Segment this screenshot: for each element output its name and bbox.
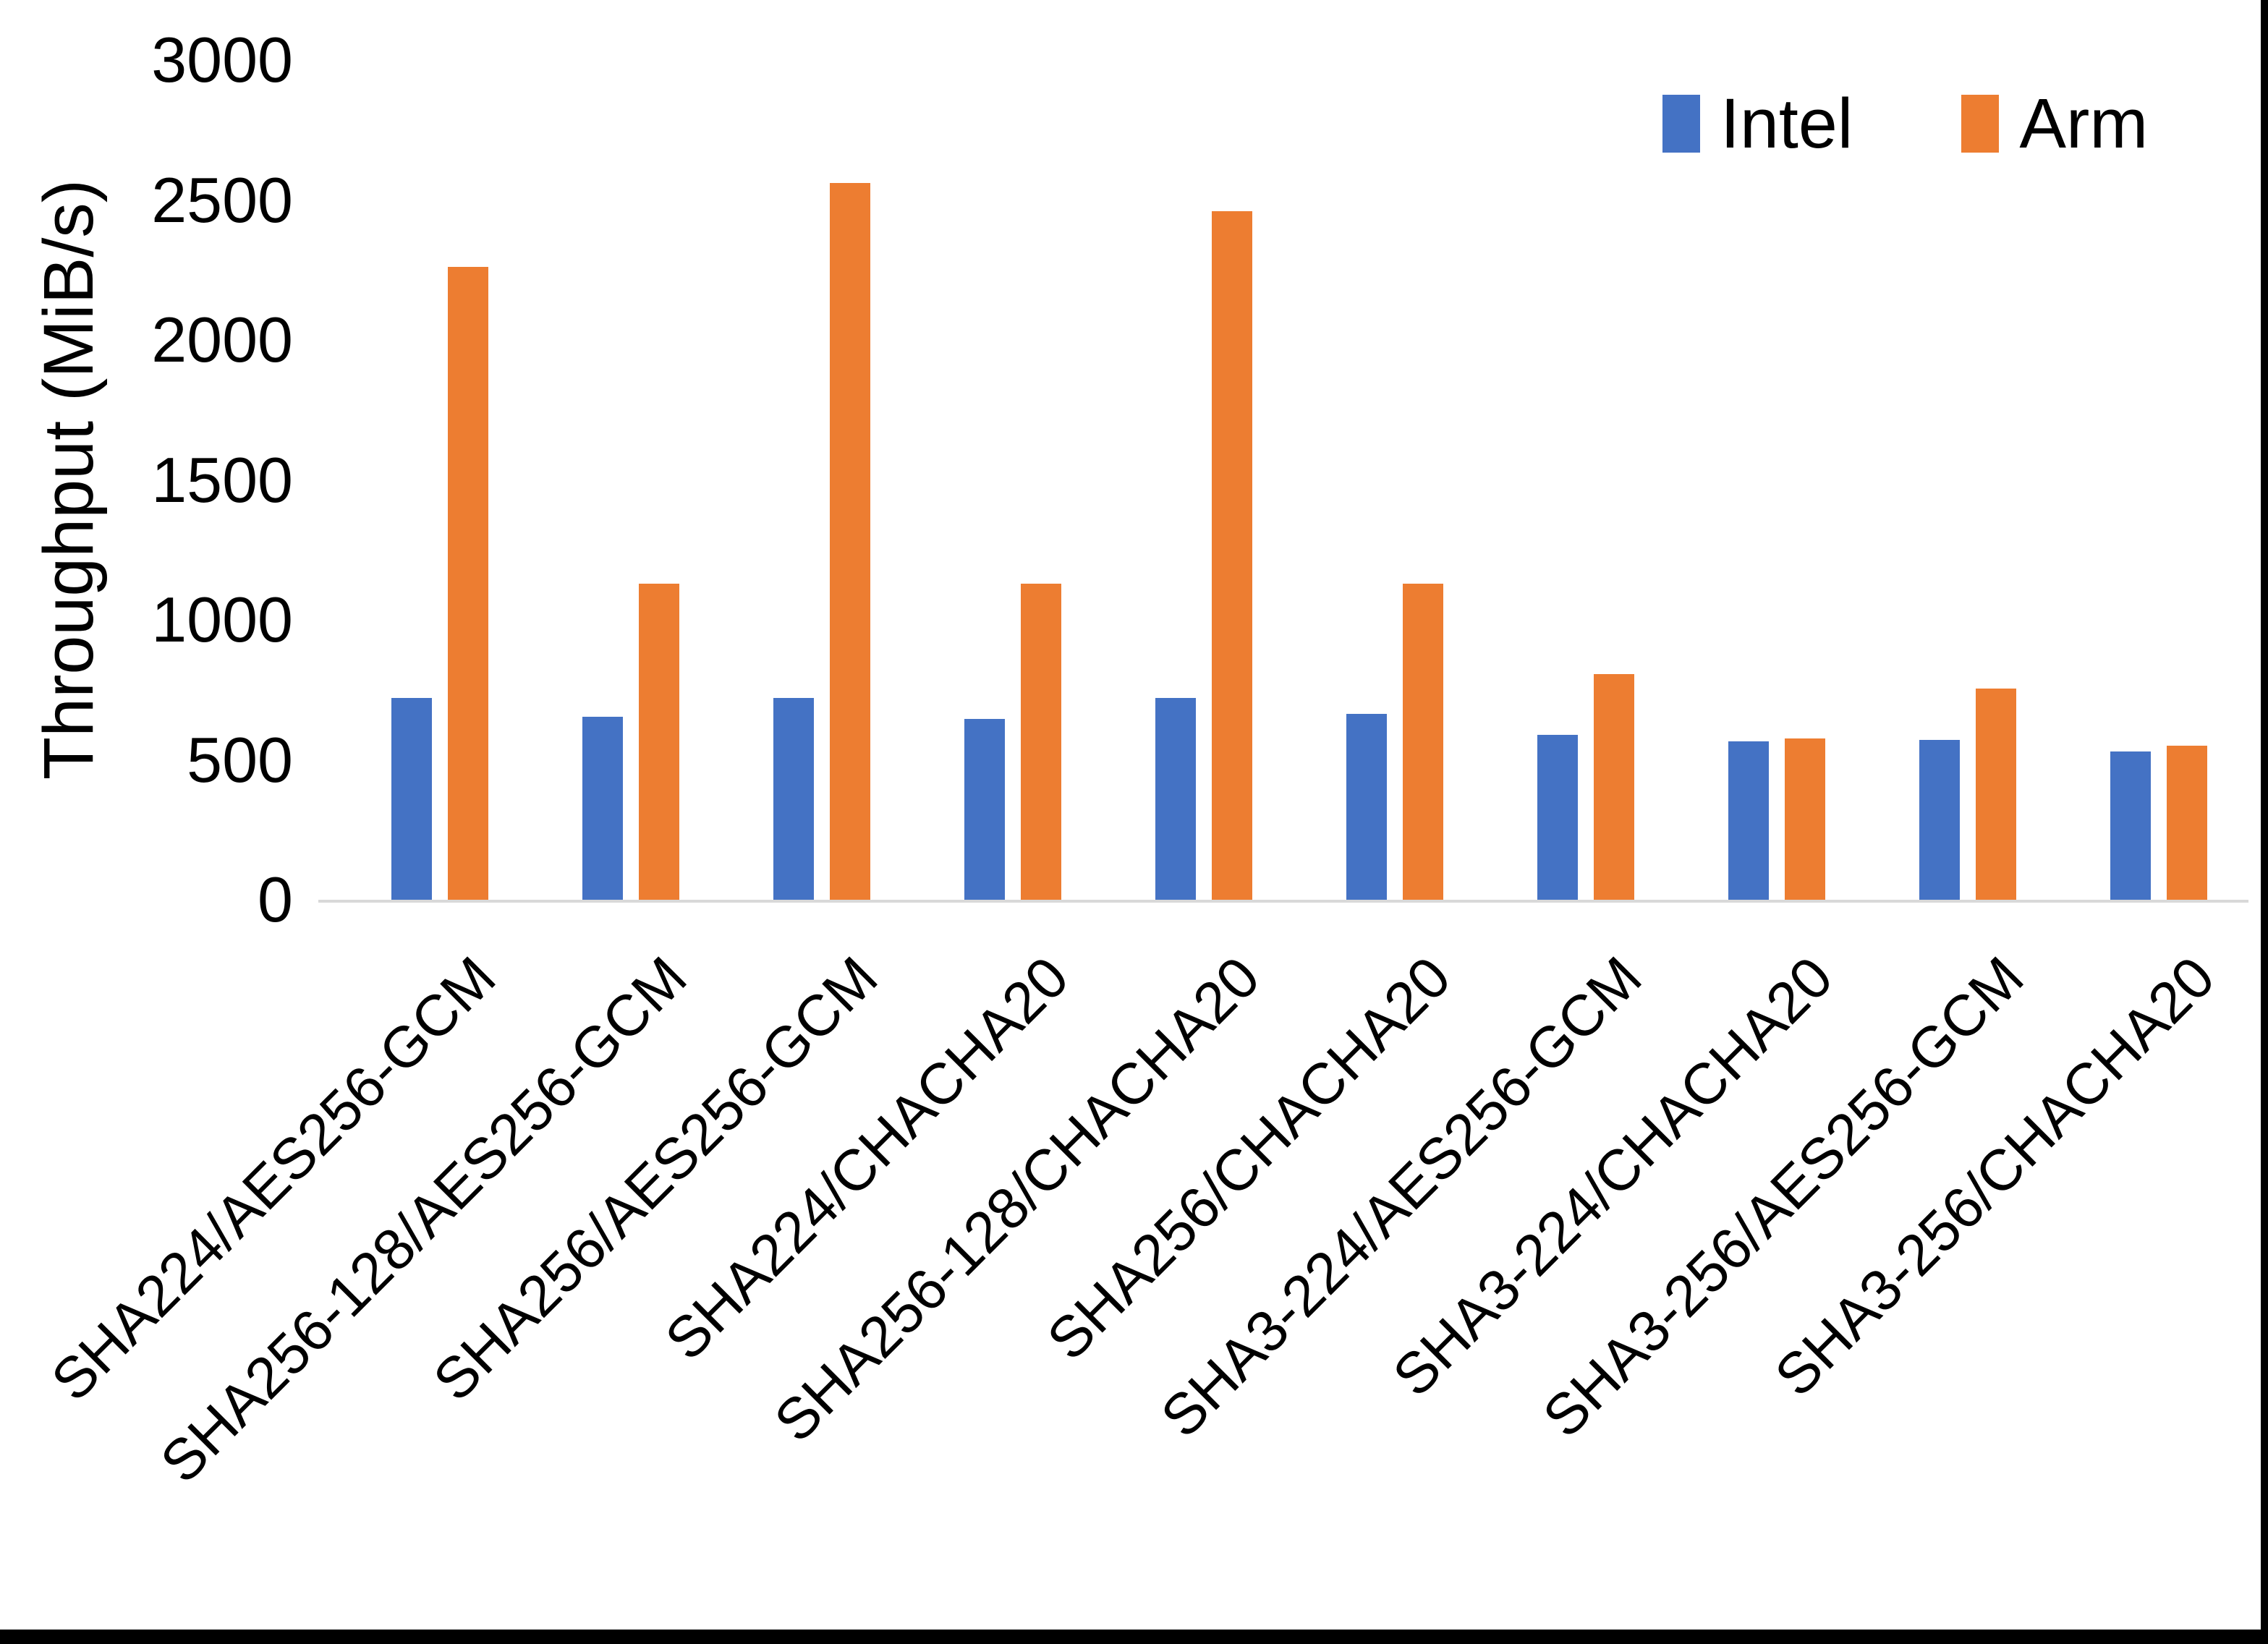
page-border-right <box>2261 0 2268 1644</box>
intel-legend-label: Intel <box>1720 84 1853 163</box>
bar-intel-sha256-128/aes256-gcm <box>582 717 623 900</box>
legend: Intel Arm <box>1662 84 2148 163</box>
arm-legend-label: Arm <box>2019 84 2149 163</box>
bar-intel-sha3-256/chacha20 <box>2110 751 2151 900</box>
bar-intel-sha256-128/chacha20 <box>1155 698 1196 900</box>
bar-arm-sha256/aes256-gcm <box>830 183 870 900</box>
y-axis-title: Throughput (MiB/s) <box>29 179 108 780</box>
x-axis-line <box>318 900 2248 903</box>
bar-arm-sha3-256/aes256-gcm <box>1976 689 2016 900</box>
bar-intel-sha256/chacha20 <box>1346 714 1387 900</box>
bar-arm-sha224/aes256-gcm <box>448 267 488 900</box>
y-axis-tick-label: 2500 <box>151 163 293 236</box>
bar-arm-sha3-256/chacha20 <box>2167 746 2207 900</box>
bar-arm-sha256-128/aes256-gcm <box>639 584 679 900</box>
y-axis-tick-label: 500 <box>187 723 293 796</box>
bar-intel-sha224/chacha20 <box>964 719 1005 900</box>
legend-item-arm: Arm <box>1961 83 2148 164</box>
bar-intel-sha256/aes256-gcm <box>773 698 814 900</box>
bar-intel-sha3-256/aes256-gcm <box>1919 740 1960 900</box>
bar-arm-sha224/chacha20 <box>1021 584 1061 900</box>
bar-arm-sha256-128/chacha20 <box>1212 211 1252 900</box>
bar-intel-sha3-224/aes256-gcm <box>1537 735 1578 900</box>
y-axis-tick-label: 1500 <box>151 443 293 516</box>
bar-arm-sha3-224/aes256-gcm <box>1594 674 1634 900</box>
bar-intel-sha3-224/chacha20 <box>1728 741 1769 900</box>
bar-arm-sha256/chacha20 <box>1403 584 1443 900</box>
intel-legend-swatch <box>1662 95 1700 153</box>
arm-legend-swatch <box>1961 95 2000 153</box>
y-axis-tick-label: 1000 <box>151 584 293 655</box>
page-border-bottom <box>0 1630 2268 1644</box>
y-axis-tick-label: 0 <box>258 864 293 935</box>
y-axis-tick-label: 3000 <box>151 24 293 95</box>
bar-intel-sha224/aes256-gcm <box>391 698 432 900</box>
y-axis-tick-label: 2000 <box>151 304 293 375</box>
legend-item-intel: Intel <box>1662 83 1853 164</box>
bar-arm-sha3-224/chacha20 <box>1785 738 1825 900</box>
